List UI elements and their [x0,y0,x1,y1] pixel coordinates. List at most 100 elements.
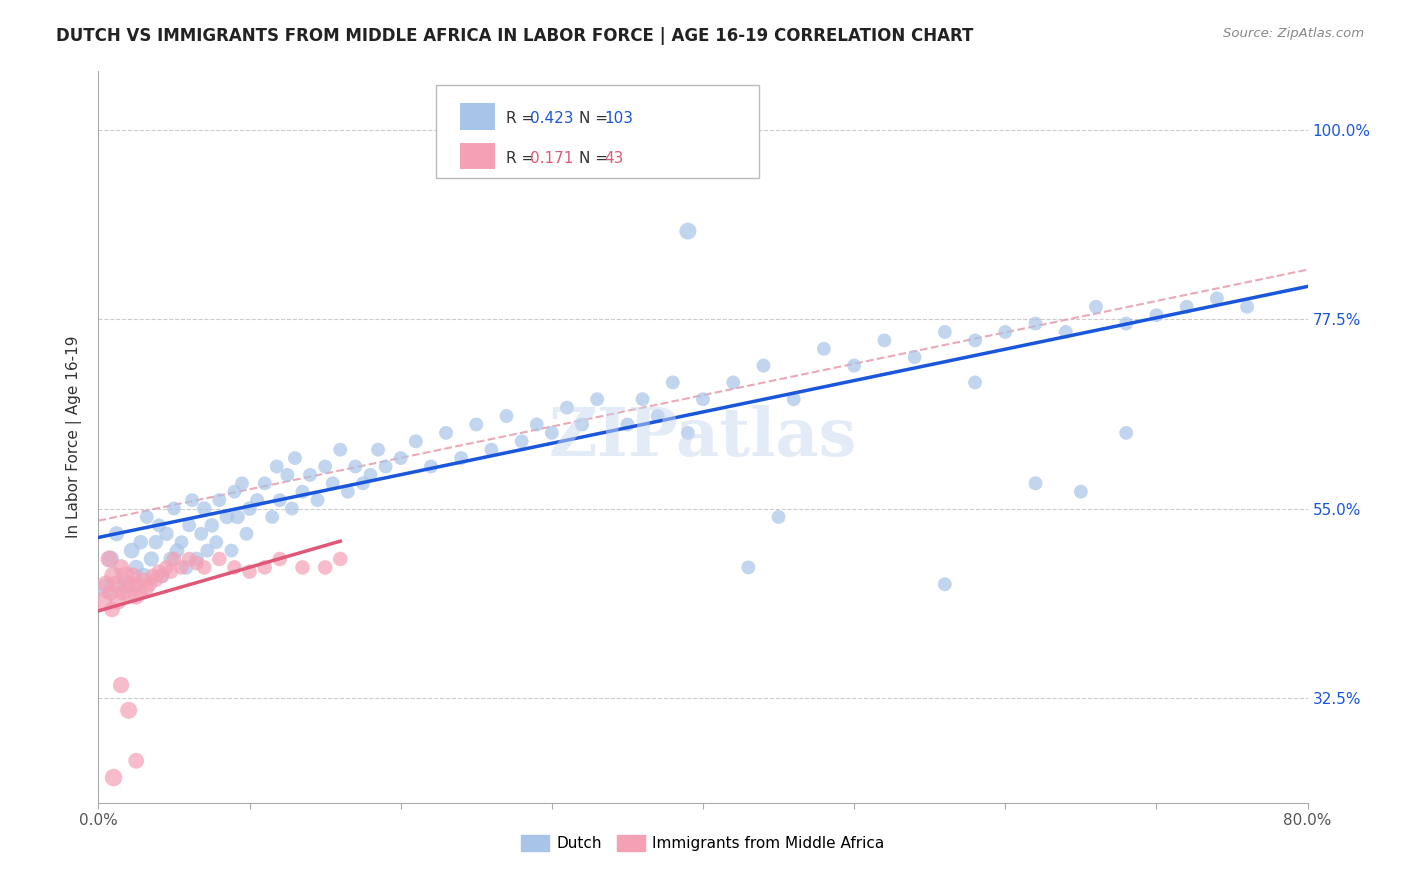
Point [965,376,987,390]
Point [253,476,276,491]
Point [571,417,593,432]
Point [179,552,201,566]
Point [1115,425,1137,440]
Point [299,467,322,482]
Text: 0.171: 0.171 [530,151,574,166]
Point [101,602,124,616]
Point [281,501,304,516]
Point [150,569,173,583]
Point [450,451,472,466]
Point [329,552,352,566]
Point [148,565,170,579]
Text: N =: N = [579,151,613,166]
Point [647,409,669,423]
Point [91,594,114,608]
Point [118,703,141,717]
Text: DUTCH VS IMMIGRANTS FROM MIDDLE AFRICA IN LABOR FORCE | AGE 16-19 CORRELATION CH: DUTCH VS IMMIGRANTS FROM MIDDLE AFRICA I… [56,27,973,45]
Point [616,417,638,432]
Point [103,569,125,583]
Point [135,510,157,524]
Point [163,501,186,516]
Point [132,573,155,587]
Point [813,342,835,356]
Point [465,417,488,432]
Point [246,493,269,508]
Point [139,577,162,591]
Point [110,678,132,692]
Point [873,334,896,348]
Point [1144,308,1167,322]
Point [190,526,212,541]
Point [1024,476,1046,491]
Point [224,484,246,499]
Point [125,754,148,768]
Point [752,359,775,373]
Text: ZIPatlas: ZIPatlas [548,405,858,469]
Point [374,459,396,474]
Point [329,442,352,457]
Point [269,493,291,508]
Point [100,552,122,566]
Point [215,510,238,524]
Point [239,565,262,579]
Point [103,771,125,785]
Point [768,510,790,524]
Point [155,526,177,541]
Point [110,560,132,574]
Point [495,409,517,423]
Point [94,577,117,591]
Point [107,594,129,608]
Point [1115,317,1137,331]
Text: R =: R = [506,151,540,166]
Point [284,451,307,466]
Point [253,560,276,574]
Point [661,376,683,390]
Point [129,585,152,599]
Point [205,535,228,549]
Point [540,425,562,440]
Point [142,569,165,583]
Point [1175,300,1198,314]
Point [994,325,1017,339]
Point [367,442,389,457]
Point [208,493,231,508]
Point [208,552,231,566]
Point [135,582,157,596]
Point [723,376,745,390]
Point [676,425,699,440]
Point [707,157,730,171]
Point [129,535,152,549]
Point [121,577,143,591]
Point [262,510,284,524]
Point [186,552,208,566]
Point [114,569,136,583]
Point [692,392,714,407]
Text: 43: 43 [605,151,624,166]
Point [510,434,533,449]
Point [405,434,427,449]
Point [1054,325,1077,339]
Point [193,560,215,574]
Point [132,569,155,583]
Point [269,552,291,566]
Point [1085,300,1108,314]
Point [122,569,145,583]
Point [1206,291,1229,305]
Point [148,518,170,533]
Point [94,582,117,596]
Point [1070,484,1092,499]
Point [163,552,186,566]
Point [179,518,201,533]
Point [111,585,134,599]
Point [221,543,243,558]
Point [783,392,806,407]
Point [174,560,197,574]
Point [266,459,288,474]
Point [352,476,374,491]
Point [420,459,443,474]
Point [226,510,249,524]
Point [844,359,866,373]
Point [389,451,412,466]
Y-axis label: In Labor Force | Age 16-19: In Labor Force | Age 16-19 [66,335,83,539]
Point [647,123,669,137]
